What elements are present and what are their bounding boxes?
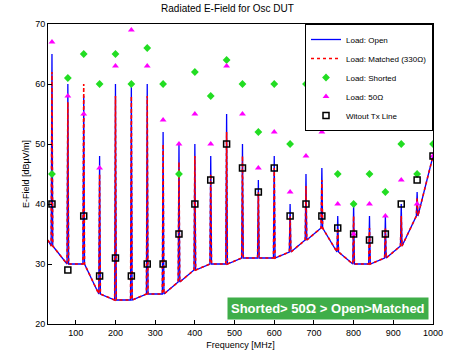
svg-text:300: 300	[148, 328, 163, 338]
svg-text:40: 40	[35, 199, 45, 209]
svg-text:50: 50	[35, 139, 45, 149]
svg-text:200: 200	[108, 328, 123, 338]
svg-text:500: 500	[227, 328, 242, 338]
svg-text:800: 800	[346, 328, 361, 338]
svg-text:60: 60	[35, 79, 45, 89]
svg-text:30: 30	[35, 259, 45, 269]
svg-text:Load: Open: Load: Open	[346, 36, 388, 45]
svg-text:Shorted> 50Ω > Open>Matched: Shorted> 50Ω > Open>Matched	[231, 301, 425, 316]
svg-text:70: 70	[35, 19, 45, 29]
svg-text:700: 700	[306, 328, 321, 338]
svg-text:600: 600	[267, 328, 282, 338]
svg-text:100: 100	[68, 328, 83, 338]
svg-text:E-Field [dBµV/m]: E-Field [dBµV/m]	[21, 140, 31, 208]
svg-text:Radiated E-Field for Osc DUT: Radiated E-Field for Osc DUT	[161, 3, 294, 14]
svg-text:Frequency [MHz]: Frequency [MHz]	[206, 340, 275, 350]
svg-text:20: 20	[35, 319, 45, 329]
svg-text:Load: Shorted: Load: Shorted	[346, 74, 396, 83]
svg-text:Witout Tx Line: Witout Tx Line	[346, 112, 398, 121]
svg-text:1000: 1000	[423, 328, 443, 338]
svg-text:400: 400	[187, 328, 202, 338]
svg-text:900: 900	[386, 328, 401, 338]
svg-text:Load: Matched (330Ω): Load: Matched (330Ω)	[346, 55, 426, 64]
svg-text:Load: 50Ω: Load: 50Ω	[346, 93, 383, 102]
